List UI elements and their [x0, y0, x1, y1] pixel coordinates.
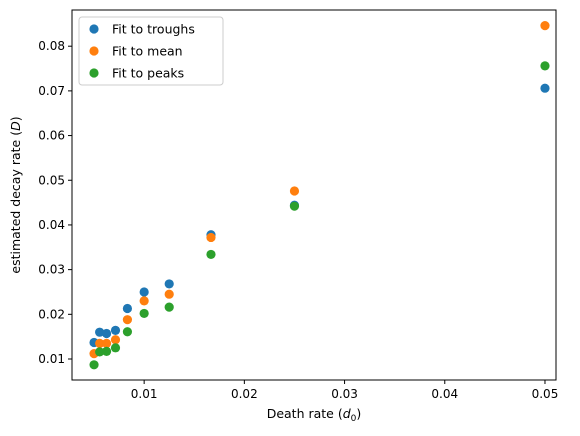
legend-marker — [89, 68, 99, 78]
data-point-series-1 — [110, 325, 121, 335]
x-tick-label: 0.02 — [231, 387, 258, 401]
y-tick-label: 0.02 — [38, 307, 65, 321]
points-layer — [89, 21, 550, 370]
legend-marker — [89, 46, 99, 56]
data-point-series-2 — [122, 315, 133, 325]
y-tick-label: 0.06 — [38, 129, 65, 143]
legend-entry-label: Fit to troughs — [112, 22, 195, 37]
data-point-series-2 — [95, 338, 105, 348]
y-tick-label: 0.01 — [38, 352, 65, 366]
data-point-series-2 — [101, 338, 112, 348]
data-point-series-3 — [89, 360, 99, 370]
data-point-series-3 — [164, 302, 174, 312]
data-point-series-1 — [122, 303, 133, 314]
data-point-series-3 — [95, 347, 105, 357]
data-point-series-2 — [139, 296, 149, 306]
legend-box — [78, 16, 224, 86]
data-point-series-3 — [540, 61, 550, 71]
legend-entry-label: Fit to peaks — [112, 66, 184, 81]
data-point-series-3 — [206, 249, 216, 260]
y-axis-ticks: 0.01 0.02 0.03 0.04 0.05 0.06 0.07 0.08 — [38, 39, 72, 366]
data-point-series-3 — [139, 308, 149, 319]
data-point-series-1 — [101, 328, 112, 339]
plot-frame — [71, 9, 557, 381]
data-point-series-2 — [289, 186, 300, 196]
data-point-series-2 — [206, 232, 216, 243]
data-point-series-1 — [540, 83, 550, 93]
y-axis-label: estimated decay rate (D) — [8, 116, 23, 273]
x-tick-label: 0.01 — [131, 387, 158, 401]
data-point-series-1 — [164, 279, 174, 289]
y-tick-label: 0.07 — [38, 84, 65, 98]
y-tick-label: 0.05 — [38, 173, 65, 187]
x-tick-label: 0.03 — [331, 387, 358, 401]
data-point-series-3 — [289, 201, 300, 211]
x-axis-label: Death rate (d0) — [267, 406, 362, 424]
x-axis-ticks: 0.01 0.02 0.03 0.04 0.05 — [131, 380, 559, 401]
x-tick-label: 0.05 — [532, 387, 559, 401]
data-point-series-1 — [139, 287, 149, 297]
data-point-series-3 — [101, 346, 112, 357]
legend-entry-label: Fit to mean — [112, 44, 183, 59]
y-tick-label: 0.03 — [38, 263, 65, 277]
x-tick-label: 0.04 — [431, 387, 458, 401]
data-point-series-2 — [164, 289, 174, 299]
data-point-series-3 — [110, 343, 121, 353]
data-point-series-2 — [110, 335, 121, 345]
y-tick-label: 0.04 — [38, 218, 65, 232]
legend: Fit to troughs Fit to mean Fit to peaks — [78, 16, 224, 86]
data-point-series-3 — [122, 327, 133, 337]
legend-marker — [89, 24, 99, 34]
data-point-series-1 — [95, 327, 105, 337]
y-tick-label: 0.08 — [38, 39, 65, 53]
data-point-series-2 — [540, 21, 550, 31]
